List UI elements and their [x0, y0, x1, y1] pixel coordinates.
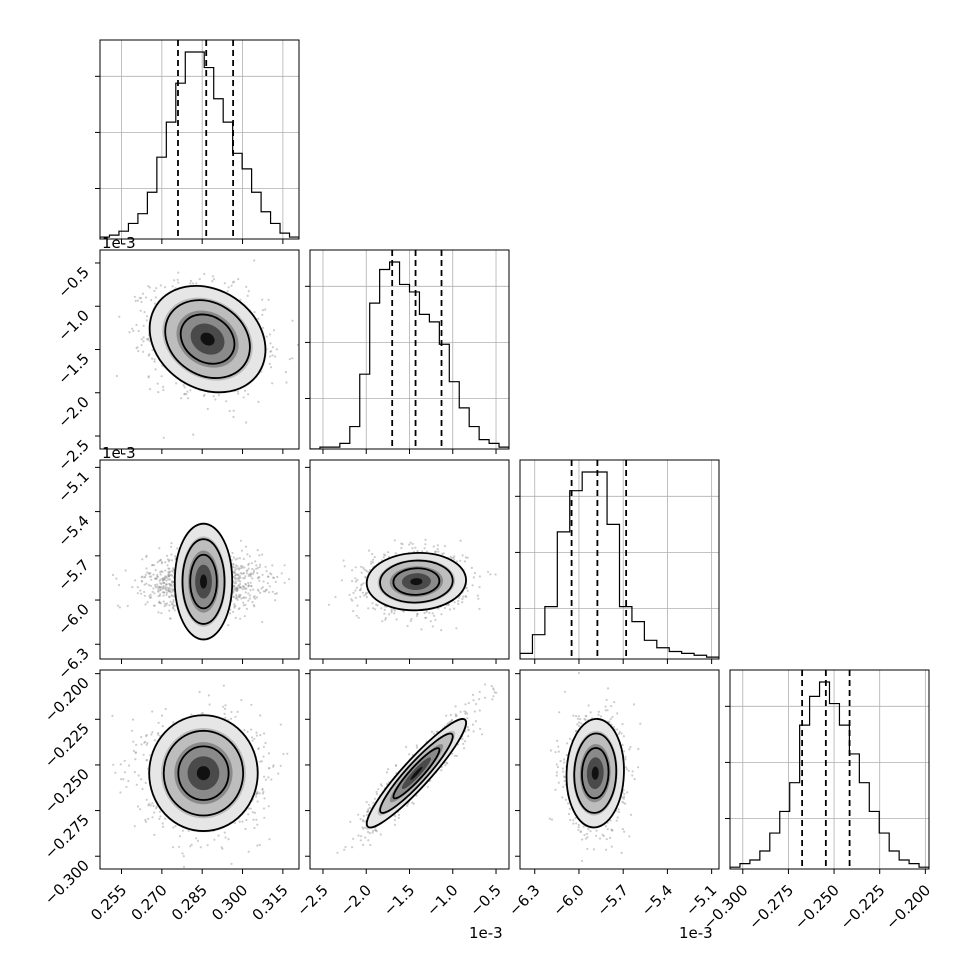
density-level [410, 578, 423, 586]
panel-2-1 [305, 459, 510, 664]
x-tick-label: −0.5 [466, 881, 504, 919]
x-tick-label: −0.275 [745, 881, 797, 933]
contour-line [179, 313, 236, 365]
x-tick-label: −2.5 [293, 881, 331, 919]
panel-3-3 [725, 669, 930, 874]
panel-1-1 [305, 249, 510, 454]
y-offset-label: 1e-3 [102, 234, 136, 252]
y-tick-label: −6.3 [54, 644, 92, 682]
contour-line [392, 747, 441, 800]
x-tick-label: 0.315 [249, 881, 292, 924]
x-tick-label: 0.255 [87, 881, 130, 924]
panel-3-1 [305, 669, 510, 874]
x-tick-label: −6.3 [505, 881, 543, 919]
density-level [200, 332, 215, 346]
panel-3-0 [95, 669, 300, 874]
axes-frame [519, 459, 720, 660]
contour-line [573, 732, 618, 814]
contour-line [148, 284, 267, 394]
x-offset-label: 1e-3 [469, 924, 503, 942]
contour-line [365, 718, 467, 829]
y-tick-label: −2.5 [54, 436, 92, 474]
axes-frame [519, 669, 720, 870]
y-tick-label: −0.5 [54, 263, 92, 301]
contour-line [581, 747, 610, 800]
axes-frame [99, 249, 300, 450]
x-tick-label: −5.7 [594, 881, 632, 919]
y-tick-label: −5.7 [54, 556, 92, 594]
histogram-0 [100, 51, 299, 239]
x-offset-label: 1e-3 [679, 924, 713, 942]
y-tick-label: −0.250 [41, 765, 93, 817]
histogram-2 [520, 471, 719, 659]
contour-line [164, 299, 251, 379]
contour-line [148, 714, 259, 832]
axes-frame [99, 39, 300, 240]
density-level [410, 766, 423, 780]
axes-frame [729, 669, 930, 870]
contour-line [379, 559, 454, 604]
y-tick-label: −5.4 [54, 512, 92, 550]
contour-line [173, 522, 234, 641]
y-tick-label: −0.225 [41, 719, 93, 771]
x-tick-label: −1.5 [380, 881, 418, 919]
contour-line [162, 729, 245, 817]
density-level [591, 766, 599, 780]
x-tick-label: −0.200 [882, 881, 934, 933]
histogram-1 [310, 261, 509, 449]
y-tick-label: −1.0 [54, 306, 92, 344]
y-tick-label: −2.0 [54, 393, 92, 431]
contour-line [189, 553, 218, 610]
y-tick-label: −6.0 [54, 600, 92, 638]
x-tick-label: 0.300 [208, 881, 251, 924]
contour-line [565, 718, 625, 829]
contour-line [177, 745, 230, 801]
x-tick-label: −1.0 [423, 881, 461, 919]
x-tick-label: −2.0 [337, 881, 375, 919]
x-tick-label: −5.4 [638, 881, 676, 919]
contour-line [365, 551, 467, 612]
density-level [196, 766, 211, 781]
x-tick-label: 0.270 [128, 881, 171, 924]
y-tick-label: −5.1 [54, 467, 92, 505]
y-offset-label: 1e-3 [102, 444, 136, 462]
histogram-3 [730, 681, 929, 869]
contour-line [392, 567, 441, 596]
panel-2-0 [95, 459, 300, 664]
y-tick-label: −0.275 [41, 811, 93, 863]
panel-3-2 [515, 669, 720, 874]
axes-frame [99, 459, 300, 660]
contour-line [379, 732, 454, 814]
x-tick-label: 0.285 [168, 881, 211, 924]
panel-2-2 [515, 459, 720, 664]
x-tick-label: −6.0 [549, 881, 587, 919]
y-tick-label: −0.300 [41, 856, 93, 908]
x-tick-label: −0.250 [791, 881, 843, 933]
contour-line [181, 538, 226, 625]
x-tick-label: −0.225 [837, 881, 889, 933]
axes-frame [99, 669, 300, 870]
density-level [200, 574, 208, 589]
y-tick-label: −1.5 [54, 350, 92, 388]
panel-0-0 [95, 39, 300, 244]
panel-1-0 [95, 249, 300, 454]
